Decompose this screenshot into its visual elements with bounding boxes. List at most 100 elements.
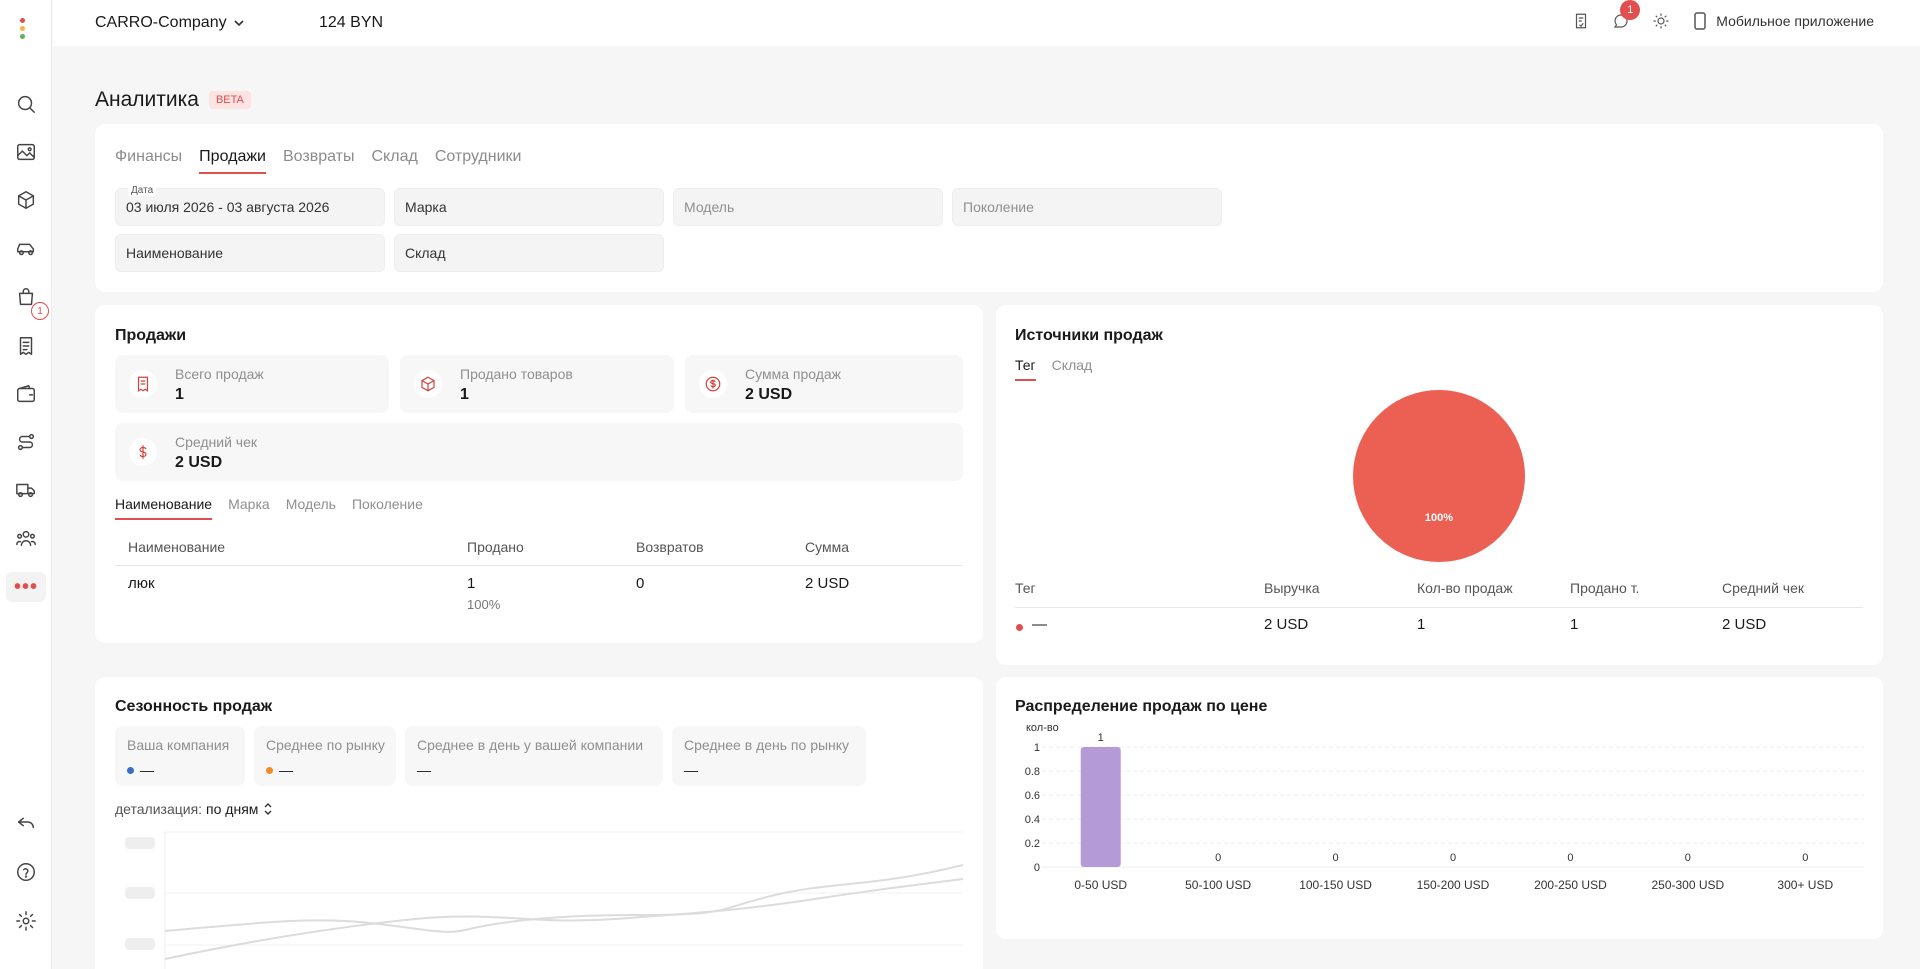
bar-value-label: 0 (1567, 852, 1573, 864)
legend-label: Ваша компания (127, 737, 230, 753)
bar-value-label: 0 (1450, 852, 1456, 864)
box-icon[interactable] (12, 186, 40, 214)
tab-returns[interactable]: Возвраты (283, 148, 355, 165)
bar-value-label: 0 (1685, 852, 1691, 864)
pie-slice[interactable] (1353, 390, 1525, 562)
settings-icon[interactable] (12, 907, 40, 935)
analytics-tabs: Финансы Продажи Возвраты Склад Сотрудник… (115, 148, 521, 174)
chat-icon[interactable]: 1 (1612, 0, 1641, 30)
tab-warehouse[interactable]: Склад (371, 148, 418, 165)
more-menu-button[interactable]: ••• (6, 572, 46, 602)
name-select[interactable]: Наименование (115, 234, 385, 272)
row-avg: 2 USD (1722, 616, 1767, 633)
row-count: 1 (1417, 616, 1426, 633)
sales-title: Продажи (115, 327, 187, 344)
subtab-warehouse[interactable]: Склад (1051, 357, 1093, 373)
detail-selector[interactable]: детализация: по дням (115, 801, 274, 817)
col-returns: Возвратов (636, 539, 704, 555)
wallet-icon[interactable] (12, 380, 40, 408)
legend-your-company: Ваша компания — (115, 726, 245, 786)
price-distribution-card: Распределение продаж по цене кол-во 0 0.2 0… (996, 677, 1883, 939)
tab-sales[interactable]: Продажи (199, 148, 266, 174)
col-tag: Тег (1015, 580, 1036, 596)
route-icon[interactable] (12, 428, 40, 456)
stat-sales-sum: Сумма продаж 2 USD (685, 355, 963, 413)
legend-value: — (279, 762, 293, 778)
cart-badge: 1 (31, 302, 49, 320)
legend-label: Среднее в день у вашей компании (417, 737, 644, 753)
sales-group-tabs: Наименование Марка Модель Поколение (115, 496, 423, 520)
legend-daily-market: Среднее в день по рынку — (672, 726, 866, 786)
y-tick-label: 0 (1034, 862, 1040, 874)
x-tick-label: 0-50 USD (1074, 878, 1127, 892)
sales-card: Продажи Всего продаж 1 Продано товаров 1… (95, 305, 983, 643)
help-icon[interactable] (12, 858, 40, 886)
logo[interactable] (20, 18, 26, 42)
image-icon[interactable] (12, 138, 40, 166)
theme-toggle-icon[interactable] (1652, 12, 1670, 30)
truck-icon[interactable] (12, 476, 40, 504)
price-distribution-chart: кол-во 0 0.2 0.4 0.6 0.8 1 1 0-50 USD 0 50-100 USD… (1025, 722, 1864, 892)
subtab-tag[interactable]: Тег (1015, 357, 1036, 381)
filters-card: Финансы Продажи Возвраты Склад Сотрудник… (95, 124, 1883, 292)
search-icon[interactable] (12, 90, 40, 118)
stat-total-sales: Всего продаж 1 (115, 355, 389, 413)
legend-label: Среднее в день по рынку (684, 737, 850, 753)
page-title-text: Аналитика (95, 88, 199, 111)
generation-select[interactable]: Поколение (952, 188, 1222, 226)
warehouse-select[interactable]: Склад (394, 234, 664, 272)
bar-value-label: 0 (1802, 852, 1808, 864)
x-tick-label: 250-300 USD (1651, 878, 1724, 892)
stat-items-sold: Продано товаров 1 (400, 355, 674, 413)
tab-finance[interactable]: Финансы (115, 148, 183, 165)
row-name: люк (128, 575, 155, 592)
legend-market-average: Среднее по рынку — (254, 726, 396, 786)
row-tag: — (1032, 616, 1047, 633)
stat-label: Продано товаров (460, 366, 573, 382)
row-sum: 2 USD (805, 575, 850, 592)
car-icon[interactable] (12, 235, 40, 263)
pie-slice-label: 100% (1425, 512, 1453, 524)
y-tick-label: 0.8 (1025, 766, 1040, 778)
tasks-icon[interactable] (1572, 12, 1590, 30)
tab-employees[interactable]: Сотрудники (434, 148, 522, 165)
dollar-circle-icon (699, 370, 727, 398)
receipt-icon[interactable] (12, 332, 40, 360)
col-name: Наименование (128, 539, 226, 555)
stat-value: 2 USD (745, 386, 793, 403)
subtab-generation[interactable]: Поколение (351, 496, 423, 512)
y-tick-label: 0.2 (1025, 838, 1040, 850)
sales-sources-card: Источники продаж Тег Склад 100% Тег Выру… (996, 305, 1883, 665)
col-average-check: Средний чек (1722, 580, 1805, 596)
divider (115, 565, 963, 566)
shopping-bag-icon[interactable] (12, 283, 40, 311)
stat-value: 2 USD (175, 454, 223, 471)
subtab-name[interactable]: Наименование (115, 496, 213, 520)
chevron-down-icon (234, 20, 244, 27)
model-select[interactable]: Модель (673, 188, 943, 226)
date-range-field[interactable]: Дата 03 июля 2026 - 03 августа 2026 (115, 185, 385, 226)
detail-label: детализация: (115, 801, 203, 817)
tag-color-dot (1016, 624, 1023, 631)
subtab-model[interactable]: Модель (285, 496, 336, 512)
row-sold: 1 (1570, 616, 1579, 633)
top-bar: CARRO-Company 124 BYN 1 Мобильное прилож… (53, 0, 1920, 46)
seasonality-card: Сезонность продаж Ваша компания — Средне… (95, 677, 983, 969)
sources-pie-chart: 100% (1353, 390, 1525, 562)
brand-select[interactable]: Марка (394, 188, 664, 226)
col-items-sold: Продано т. (1570, 580, 1640, 596)
back-icon[interactable] (12, 808, 40, 836)
company-selector[interactable]: CARRO-Company (95, 14, 245, 32)
subtab-brand[interactable]: Марка (228, 496, 270, 512)
legend-value: — (684, 762, 698, 778)
legend-value: — (417, 762, 431, 778)
bar[interactable] (1080, 747, 1121, 867)
page-title: Аналитика BETA (95, 88, 251, 112)
team-icon[interactable] (12, 524, 40, 552)
dollar-icon (129, 438, 157, 466)
x-tick-label: 150-200 USD (1417, 878, 1490, 892)
box-icon (414, 370, 442, 398)
y-axis-label: кол-во (1026, 722, 1059, 734)
mobile-app-link[interactable]: Мобильное приложение (1692, 12, 1874, 30)
col-revenue: Выручка (1264, 580, 1320, 596)
